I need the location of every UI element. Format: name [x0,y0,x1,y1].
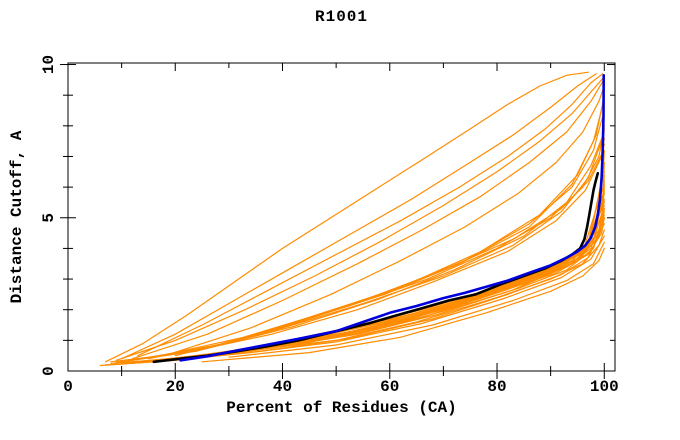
x-tick-label: 20 [166,378,185,396]
model-curve [228,241,605,358]
model-curve [201,247,605,363]
model-curve [115,76,605,361]
model-curve [126,162,605,364]
model-curve [115,131,605,363]
model-curve [120,73,597,360]
x-axis-label: Percent of Residues (CA) [226,399,457,417]
x-tick-label: 0 [63,378,73,396]
model-curve [163,85,605,357]
model-curve [99,235,605,367]
plot-frame [67,62,616,372]
model-curve [137,73,604,357]
model-curve [120,217,605,364]
model-curve [158,208,605,361]
model-curve [115,217,605,365]
y-axis-label: Distance Cutoff, A [8,130,26,304]
y-tick-label: 10 [40,55,58,74]
page-title: R1001 [314,8,368,26]
x-tick-label: 100 [590,378,619,396]
x-tick-label: 60 [380,378,399,396]
y-tick-label: 0 [40,366,58,376]
model-curve [131,79,605,360]
x-tick-label: 40 [273,378,292,396]
model-curve [104,71,589,363]
highlight-black-curve [152,172,600,364]
highlight-blue-curve [179,74,606,362]
model-curve [153,128,605,358]
x-tick-label: 80 [487,378,506,396]
model-curve [110,229,605,364]
y-tick-label: 5 [40,213,58,223]
